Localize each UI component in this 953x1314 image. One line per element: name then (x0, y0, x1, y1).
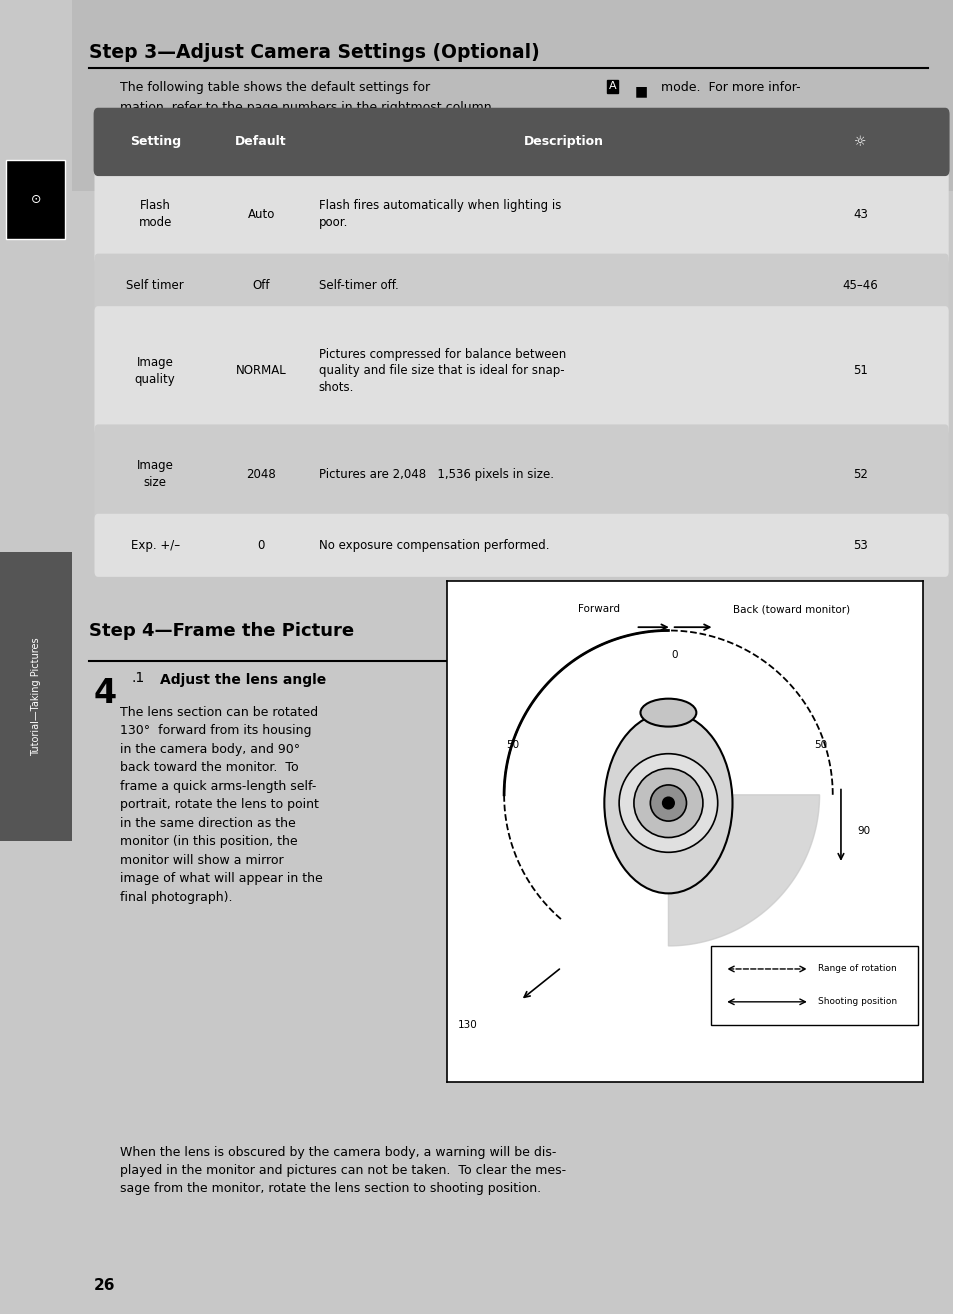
Ellipse shape (639, 699, 696, 727)
Text: Self-timer off.: Self-timer off. (318, 279, 398, 292)
Text: 43: 43 (852, 208, 867, 221)
Text: Tutorial—Taking Pictures: Tutorial—Taking Pictures (30, 637, 41, 756)
Text: 45–46: 45–46 (841, 279, 878, 292)
Text: When the lens is obscured by the camera body, a warning will be dis-
played in t: When the lens is obscured by the camera … (120, 1146, 566, 1194)
Text: Pictures compressed for balance between
quality and file size that is ideal for : Pictures compressed for balance between … (318, 347, 565, 394)
Text: 4: 4 (93, 677, 116, 710)
Text: Default: Default (235, 135, 287, 148)
Text: 52: 52 (852, 468, 867, 481)
Text: 0: 0 (671, 650, 678, 660)
Text: NORMAL: NORMAL (235, 364, 286, 377)
Text: The following table shows the default settings for: The following table shows the default se… (120, 81, 430, 95)
Circle shape (650, 784, 686, 821)
Text: mode.  For more infor-: mode. For more infor- (656, 81, 800, 95)
Circle shape (661, 796, 675, 809)
FancyBboxPatch shape (93, 108, 948, 176)
Text: ☼: ☼ (853, 135, 866, 148)
FancyBboxPatch shape (71, 0, 953, 191)
Text: No exposure compensation performed.: No exposure compensation performed. (318, 539, 549, 552)
Text: Adjust the lens angle: Adjust the lens angle (159, 673, 326, 687)
Text: ■: ■ (634, 84, 647, 99)
FancyBboxPatch shape (0, 552, 71, 841)
Text: Setting: Setting (130, 135, 180, 148)
Text: Flash fires automatically when lighting is
poor.: Flash fires automatically when lighting … (318, 200, 560, 229)
FancyBboxPatch shape (94, 424, 947, 524)
FancyBboxPatch shape (94, 164, 947, 264)
Polygon shape (668, 795, 819, 946)
Text: Description: Description (523, 135, 603, 148)
Text: Range of rotation: Range of rotation (817, 964, 896, 974)
Text: Forward: Forward (578, 604, 619, 614)
Text: Pictures are 2,048   1,536 pixels in size.: Pictures are 2,048 1,536 pixels in size. (318, 468, 553, 481)
Text: Shooting position: Shooting position (817, 997, 896, 1007)
Text: A: A (608, 81, 616, 92)
Circle shape (633, 769, 702, 837)
FancyBboxPatch shape (94, 254, 947, 317)
Text: mation, refer to the page numbers in the rightmost column.: mation, refer to the page numbers in the… (120, 101, 496, 114)
Text: 26: 26 (93, 1277, 115, 1293)
Text: Back (toward monitor): Back (toward monitor) (732, 604, 849, 614)
Text: 51: 51 (852, 364, 867, 377)
Text: Step 4—Frame the Picture: Step 4—Frame the Picture (89, 622, 354, 640)
FancyBboxPatch shape (7, 160, 65, 239)
Text: 0: 0 (257, 539, 265, 552)
Text: 50: 50 (814, 741, 827, 750)
Text: ⊙: ⊙ (30, 193, 41, 206)
Text: Off: Off (253, 279, 270, 292)
Text: Image
quality: Image quality (134, 356, 175, 385)
Text: Self timer: Self timer (126, 279, 184, 292)
Ellipse shape (603, 712, 732, 894)
FancyBboxPatch shape (94, 306, 947, 435)
Text: 130: 130 (457, 1020, 477, 1030)
Text: Auto: Auto (247, 208, 274, 221)
Text: Exp. +/–: Exp. +/– (131, 539, 179, 552)
Text: 90: 90 (857, 827, 869, 836)
Text: 2048: 2048 (246, 468, 275, 481)
Text: Flash
mode: Flash mode (138, 200, 172, 229)
FancyBboxPatch shape (94, 514, 947, 577)
FancyBboxPatch shape (710, 946, 917, 1025)
Text: 50: 50 (505, 741, 518, 750)
Text: The lens section can be rotated
130°  forward from its housing
in the camera bod: The lens section can be rotated 130° for… (120, 706, 322, 904)
Text: Image
size: Image size (136, 460, 173, 489)
Text: 53: 53 (852, 539, 867, 552)
Circle shape (618, 754, 717, 853)
Text: .1: .1 (132, 671, 145, 686)
Text: Step 3—Adjust Camera Settings (Optional): Step 3—Adjust Camera Settings (Optional) (89, 43, 539, 62)
